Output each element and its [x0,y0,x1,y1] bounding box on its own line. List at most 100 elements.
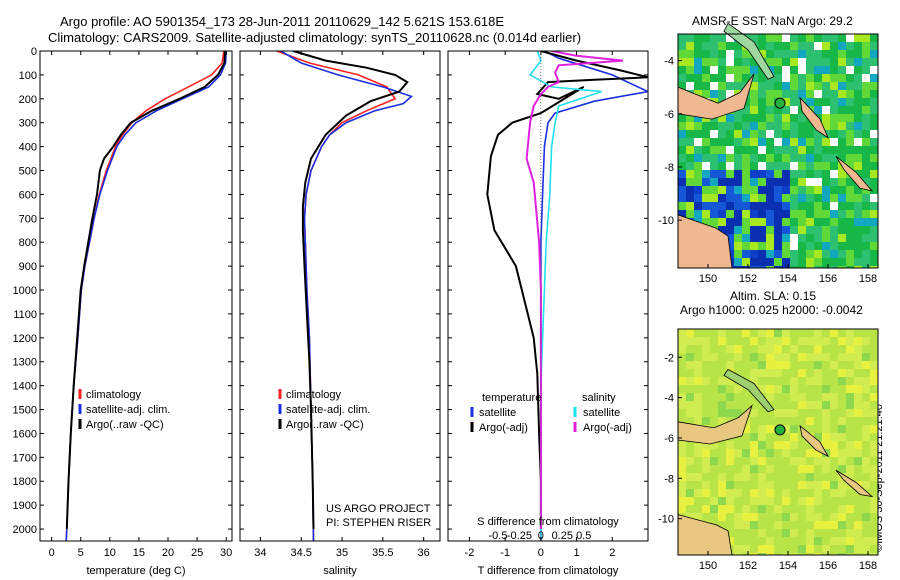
map-cell [798,489,806,497]
map-cell [806,481,814,489]
map-cell [870,58,878,66]
map-cell [758,545,766,553]
map-cell [814,329,822,337]
map-cell [806,194,814,202]
map-cell [822,178,830,186]
map-cell [862,385,870,393]
map-cell [702,513,710,521]
map-cell [822,250,830,258]
map-cell [774,457,782,465]
map-cell [710,178,718,186]
map-cell [710,130,718,138]
map-cell [798,337,806,345]
map-cell [790,90,798,98]
map-cell [814,473,822,481]
map-cell [830,98,838,106]
map-cell [694,353,702,361]
map-cell [742,393,750,401]
map-cell [710,146,718,154]
map-cell [870,513,878,521]
map-cell [854,425,862,433]
map-cell [678,178,686,186]
map-cell [774,82,782,90]
map-cell [758,345,766,353]
map-cell [790,194,798,202]
map-cell [694,489,702,497]
map-cell [782,393,790,401]
map-cell [710,42,718,50]
map-cell [790,178,798,186]
map-cell [798,385,806,393]
map-cell [806,449,814,457]
map-cell [694,473,702,481]
temperature-xlabel: temperature (deg C) [86,565,185,577]
map-cell [742,162,750,170]
map-cell [750,353,758,361]
map-cell [750,154,758,162]
map-cell [782,106,790,114]
map-cell [734,186,742,194]
map-cell [678,122,686,130]
map-cell [790,513,798,521]
map-cell [798,82,806,90]
map-cell [870,234,878,242]
map-cell [694,34,702,42]
map-cell [726,82,734,90]
map-cell [734,210,742,218]
map-cell [870,409,878,417]
map-cell [862,497,870,505]
map-cell [862,186,870,194]
map-cell [726,42,734,50]
map-cell [854,266,862,268]
map-cell [838,505,846,513]
map-cell [790,250,798,258]
map-cell [870,130,878,138]
map-cell [814,545,822,553]
map-cell [870,90,878,98]
map-cell [830,465,838,473]
map-cell [814,186,822,194]
map-cell [862,529,870,537]
depth-tick-label: 500 [19,166,37,178]
depth-tick-label: 0 [31,46,37,58]
map-cell [822,106,830,114]
map-cell [750,393,758,401]
map-cell [814,218,822,226]
map-cell [742,106,750,114]
map-cell [702,194,710,202]
map-cell [774,345,782,353]
map-cell [814,433,822,441]
map-cell [822,242,830,250]
map-cell [870,497,878,505]
map-cell [822,122,830,130]
map-cell [790,433,798,441]
map-cell [814,377,822,385]
map-cell [766,106,774,114]
map-cell [766,449,774,457]
map-cell [838,170,846,178]
map-cell [814,481,822,489]
map-cell [766,42,774,50]
map-cell [854,130,862,138]
map-cell [734,138,742,146]
map-cell [702,42,710,50]
map-cell [822,505,830,513]
map-cell [774,138,782,146]
map-cell [694,202,702,210]
map-cell [822,393,830,401]
map-cell [822,66,830,74]
map-cell [862,401,870,409]
map-cell [750,210,758,218]
sla-map-x-tick-label: 158 [859,560,877,572]
map-cell [734,218,742,226]
map-cell [718,497,726,505]
map-cell [686,194,694,202]
sst-map-x-tick-label: 156 [819,273,837,285]
map-cell [694,409,702,417]
map-cell [782,138,790,146]
map-cell [718,170,726,178]
map-cell [742,497,750,505]
map-cell [854,353,862,361]
map-cell [838,481,846,489]
map-cell [694,74,702,82]
